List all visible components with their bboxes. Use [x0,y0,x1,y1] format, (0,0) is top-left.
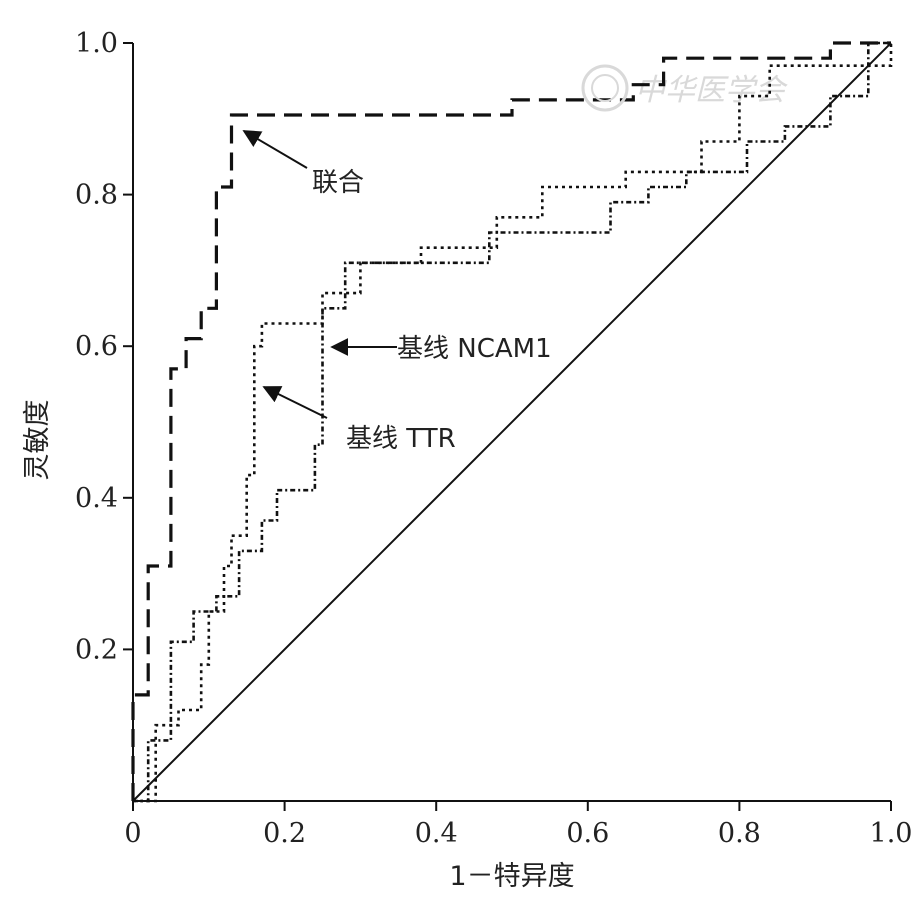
reference-diagonal-line [132,42,892,802]
x-tick-label: 0.8 [718,818,761,849]
annotation-layer: 联合 基线 NCAM1 基线 TTR [242,130,552,454]
x-tick-label: 1.0 [870,818,913,849]
axes-layer [132,43,891,802]
y-tick-label: 0.6 [75,331,118,362]
y-tick-label: 0.8 [75,180,118,211]
series-ttr-line [133,43,893,803]
watermark-text: 中华医学会 [635,73,788,108]
y-tick-label: 0.2 [75,634,118,665]
annotation-arrow-ttr [262,386,328,419]
y-tick-label: 1.0 [75,28,118,59]
x-tick-label: 0.6 [566,818,609,849]
y-tick-label: 0.4 [75,483,118,514]
annotation-label-ncam1: 基线 NCAM1 [397,334,552,364]
series-ncam1-line [133,41,891,803]
x-axis-title: 1－特异度 [449,861,574,892]
watermark-seal [581,64,629,112]
tick-layer: 0 0.2 0.4 0.6 0.8 1.0 0.2 0.4 0.6 0.8 1.0 [75,28,912,849]
annotation-arrow-combined [242,130,308,169]
annotation-label-ttr: 基线 TTR [346,424,456,454]
x-tick-label: 0 [124,818,141,849]
series-layer [131,41,893,803]
y-axis-title: 灵敏度 [22,400,53,481]
x-tick-label: 0.4 [415,818,458,849]
series-combined-line [131,41,891,801]
annotation-label-combined: 联合 [312,168,364,198]
x-tick-label: 0.2 [263,818,306,849]
